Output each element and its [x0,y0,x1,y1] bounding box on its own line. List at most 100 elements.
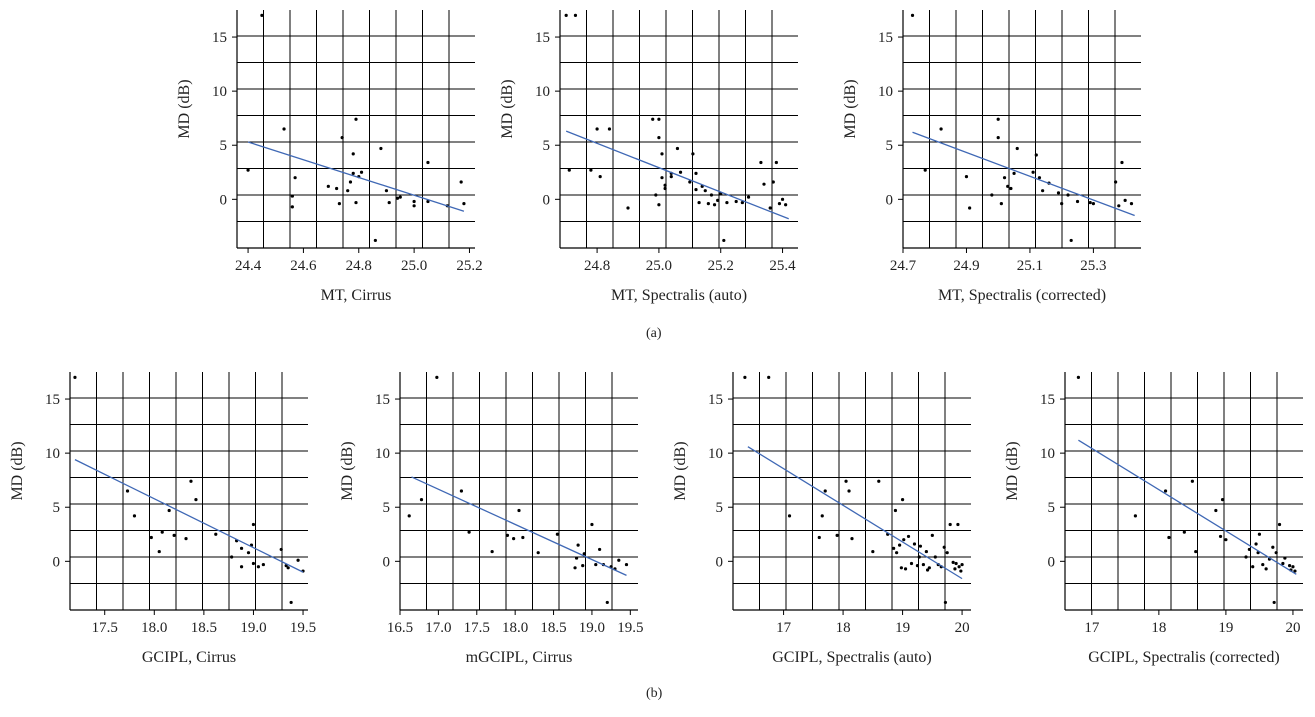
data-point [387,200,391,205]
data-point [734,199,738,204]
x-tick-label: 20 [1285,620,1300,636]
data-point [379,146,383,151]
data-point [663,183,667,187]
data-point [948,522,952,527]
data-point [337,202,341,206]
data-point [194,498,198,502]
y-tick-label: 15 [708,392,723,408]
data-point [996,136,1000,140]
data-point [906,534,911,539]
data-point [624,562,629,567]
data-point [669,175,673,179]
data-point [691,152,695,156]
y-tick-label: 15 [45,392,60,408]
y-tick-label: 5 [53,500,61,516]
data-point [719,192,723,196]
x-tick-label: 25.0 [401,258,427,274]
y-axis-title: MD (dB) [842,79,859,138]
data-point [1117,204,1121,208]
data-point [1163,489,1168,493]
data-point [933,555,937,559]
x-tick-label: 18 [836,620,851,636]
data-point [582,552,586,556]
data-point [407,514,411,518]
data-point [1037,176,1042,180]
data-point [167,508,171,513]
data-point [426,160,430,165]
y-tick-label: 10 [212,84,227,100]
data-point [214,532,218,536]
data-point [1120,160,1124,165]
data-point [892,546,896,550]
data-point [1060,202,1064,206]
data-point [348,180,353,184]
data-point [290,194,294,198]
data-point [706,202,710,206]
trend-line [747,446,963,580]
data-point [1190,479,1194,483]
y-tick-label: 15 [535,30,550,46]
data-point [594,562,598,567]
data-point [817,535,821,540]
data-point [157,549,161,554]
data-point [1069,238,1073,243]
data-point [395,196,400,200]
data-point [999,202,1003,206]
data-point [767,375,771,380]
x-tick-label: 17.5 [92,620,118,636]
data-point [462,202,466,206]
data-point [286,566,290,570]
data-point [125,489,130,493]
data-point [820,514,824,518]
data-point [927,566,931,570]
data-point [915,564,920,568]
data-point [716,198,720,202]
y-axis-title: MD (dB) [1004,441,1021,500]
data-point [326,184,330,188]
data-point [239,546,244,550]
data-point [359,170,364,174]
data-point [910,13,915,18]
x-tick-label: 18.0 [141,620,167,636]
data-point [657,136,661,140]
data-point [912,542,917,546]
data-point [844,479,848,483]
y-tick-label: 0 [220,192,228,208]
data-point [678,170,683,174]
data-point [759,160,763,165]
data-point [1056,191,1061,195]
data-point [351,171,355,175]
data-point [1034,153,1038,157]
data-point [956,522,960,527]
data-point [939,127,943,131]
data-point [784,203,788,207]
data-point [1224,538,1228,542]
x-tick-label: 19.0 [240,620,266,636]
data-point [1261,562,1265,567]
y-tick-label: 5 [383,500,391,516]
data-point [918,544,923,548]
data-point [1088,200,1092,205]
data-point [279,547,283,552]
data-point [354,200,358,205]
data-point [1283,556,1287,560]
panel-label-b: (b) [646,686,663,701]
data-point [149,535,153,540]
data-point [1277,522,1282,527]
x-tick-label: 25.0 [646,258,672,274]
data-point [1218,534,1223,539]
data-point [660,176,664,180]
data-point [282,127,286,131]
x-tick-label: 17 [1084,620,1100,636]
data-point [132,514,137,518]
y-tick-label: 15 [878,30,893,46]
chart-7: 17 18 19 20 0 5 10 15 GCIPL, Spectralis (correct… [1004,372,1303,666]
data-point [617,558,621,562]
data-point [850,537,854,541]
data-point [768,206,772,210]
trend-line [565,130,789,220]
data-point [246,168,250,172]
chart-1: 24.4 24.6 24.8 25.0 25.2 0 5 10 15 MT, Cirrus MD (… [176,10,483,304]
data-point [663,186,667,191]
